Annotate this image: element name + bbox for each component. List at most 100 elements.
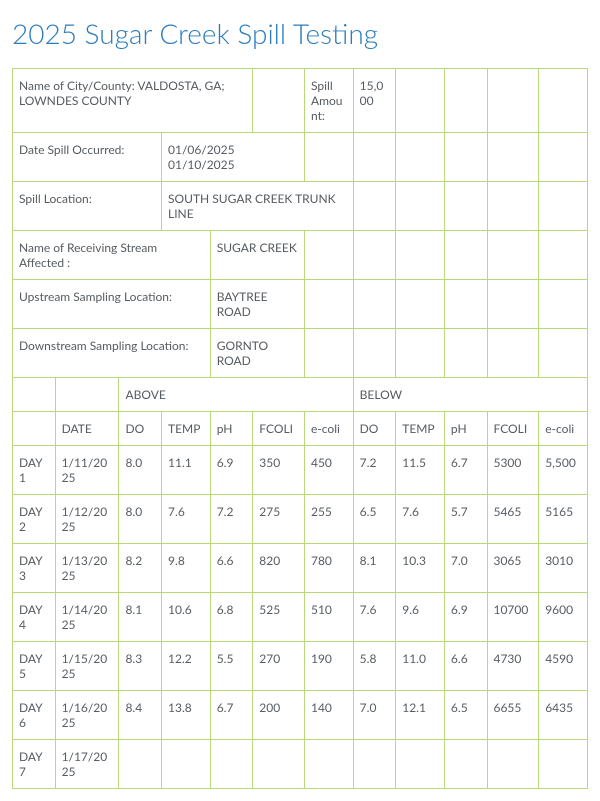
section-above: ABOVE [119, 378, 353, 412]
empty-cell [396, 280, 445, 329]
a-temp-cell: 10.6 [162, 593, 211, 642]
a-ecoli-cell: 190 [305, 642, 354, 691]
b-ph-cell: 6.9 [444, 593, 487, 642]
b-temp-cell: 10.3 [396, 544, 445, 593]
spill-location-label: Spill Location: [13, 182, 162, 231]
upstream-label: Upstream Sampling Location: [13, 280, 211, 329]
spill-table: Name of City/County: VALDOSTA, GA; LOWND… [12, 68, 588, 789]
empty-cell [444, 133, 487, 182]
empty-cell [55, 378, 119, 412]
date-cell: 1/17/2025 [55, 740, 119, 789]
day-cell: DAY 1 [13, 446, 56, 495]
col-empty [13, 412, 56, 446]
b-temp-cell: 11.0 [396, 642, 445, 691]
a-fcoli-cell: 525 [253, 593, 305, 642]
empty-cell [353, 231, 396, 280]
b-fcoli-cell: 10700 [487, 593, 539, 642]
col-b-temp: TEMP [396, 412, 445, 446]
empty-cell [487, 182, 539, 231]
empty-cell [487, 133, 539, 182]
empty-cell [539, 231, 588, 280]
empty-cell [444, 280, 487, 329]
a-temp-cell: 9.8 [162, 544, 211, 593]
b-ph-cell: 6.6 [444, 642, 487, 691]
b-do-cell: 7.6 [353, 593, 396, 642]
a-fcoli-cell: 200 [253, 691, 305, 740]
table-row: DAY 31/13/20258.29.86.68207808.110.37.03… [13, 544, 588, 593]
b-temp-cell [396, 740, 445, 789]
city-county-label: Name of City/County: [19, 78, 135, 93]
a-ph-cell [210, 740, 253, 789]
a-do-cell: 8.0 [119, 495, 162, 544]
a-ph-cell: 6.9 [210, 446, 253, 495]
table-row: DAY 11/11/20258.011.16.93504507.211.56.7… [13, 446, 588, 495]
date-cell: 1/15/2025 [55, 642, 119, 691]
spill-location-value: SOUTH SUGAR CREEK TRUNK LINE [162, 182, 354, 231]
receiving-stream-value: SUGAR CREEK [210, 231, 304, 280]
b-do-cell: 5.8 [353, 642, 396, 691]
b-fcoli-cell: 5300 [487, 446, 539, 495]
a-ph-cell: 6.7 [210, 691, 253, 740]
b-do-cell [353, 740, 396, 789]
b-ph-cell: 6.7 [444, 446, 487, 495]
empty-cell [487, 231, 539, 280]
a-ecoli-cell: 255 [305, 495, 354, 544]
day-cell: DAY 5 [13, 642, 56, 691]
empty-cell [353, 182, 396, 231]
b-ecoli-cell: 6435 [539, 691, 588, 740]
day-cell: DAY 4 [13, 593, 56, 642]
a-do-cell: 8.0 [119, 446, 162, 495]
b-do-cell: 6.5 [353, 495, 396, 544]
empty-cell [444, 182, 487, 231]
date-cell: 1/16/2025 [55, 691, 119, 740]
empty-cell [396, 69, 445, 133]
downstream-label: Downstream Sampling Location: [13, 329, 211, 378]
b-temp-cell: 12.1 [396, 691, 445, 740]
b-ecoli-cell [539, 740, 588, 789]
a-ph-cell: 6.8 [210, 593, 253, 642]
a-do-cell: 8.3 [119, 642, 162, 691]
date-cell: 1/12/2025 [55, 495, 119, 544]
b-fcoli-cell: 5465 [487, 495, 539, 544]
b-ecoli-cell: 4590 [539, 642, 588, 691]
b-ecoli-cell: 3010 [539, 544, 588, 593]
b-temp-cell: 11.5 [396, 446, 445, 495]
a-fcoli-cell: 820 [253, 544, 305, 593]
day-cell: DAY 7 [13, 740, 56, 789]
b-ph-cell [444, 740, 487, 789]
empty-cell [396, 182, 445, 231]
empty-cell [444, 231, 487, 280]
col-b-ecoli: e-coli [539, 412, 588, 446]
city-county-cell: Name of City/County: VALDOSTA, GA; LOWND… [13, 69, 253, 133]
date-spill-label: Date Spill Occurred: [13, 133, 162, 182]
empty-cell [353, 280, 396, 329]
col-a-ecoli: e-coli [305, 412, 354, 446]
b-fcoli-cell [487, 740, 539, 789]
empty-cell [353, 329, 396, 378]
a-do-cell: 8.1 [119, 593, 162, 642]
section-below: BELOW [353, 378, 587, 412]
a-fcoli-cell: 275 [253, 495, 305, 544]
b-do-cell: 7.2 [353, 446, 396, 495]
col-b-fcoli: FCOLI [487, 412, 539, 446]
a-ph-cell: 7.2 [210, 495, 253, 544]
table-row: DAY 51/15/20258.312.25.52701905.811.06.6… [13, 642, 588, 691]
a-fcoli-cell: 270 [253, 642, 305, 691]
b-ph-cell: 5.7 [444, 495, 487, 544]
col-b-do: DO [353, 412, 396, 446]
empty-cell [396, 231, 445, 280]
a-temp-cell: 7.6 [162, 495, 211, 544]
a-do-cell: 8.2 [119, 544, 162, 593]
b-temp-cell: 9.6 [396, 593, 445, 642]
empty-cell [253, 69, 305, 133]
a-ecoli-cell: 450 [305, 446, 354, 495]
receiving-stream-label: Name of Receiving Stream Affected : [13, 231, 211, 280]
table-row: DAY 21/12/20258.07.67.22752556.57.65.754… [13, 495, 588, 544]
b-do-cell: 8.1 [353, 544, 396, 593]
empty-cell [487, 280, 539, 329]
b-fcoli-cell: 6655 [487, 691, 539, 740]
b-fcoli-cell: 4730 [487, 642, 539, 691]
a-ph-cell: 5.5 [210, 642, 253, 691]
a-ecoli-cell: 140 [305, 691, 354, 740]
empty-cell [539, 329, 588, 378]
